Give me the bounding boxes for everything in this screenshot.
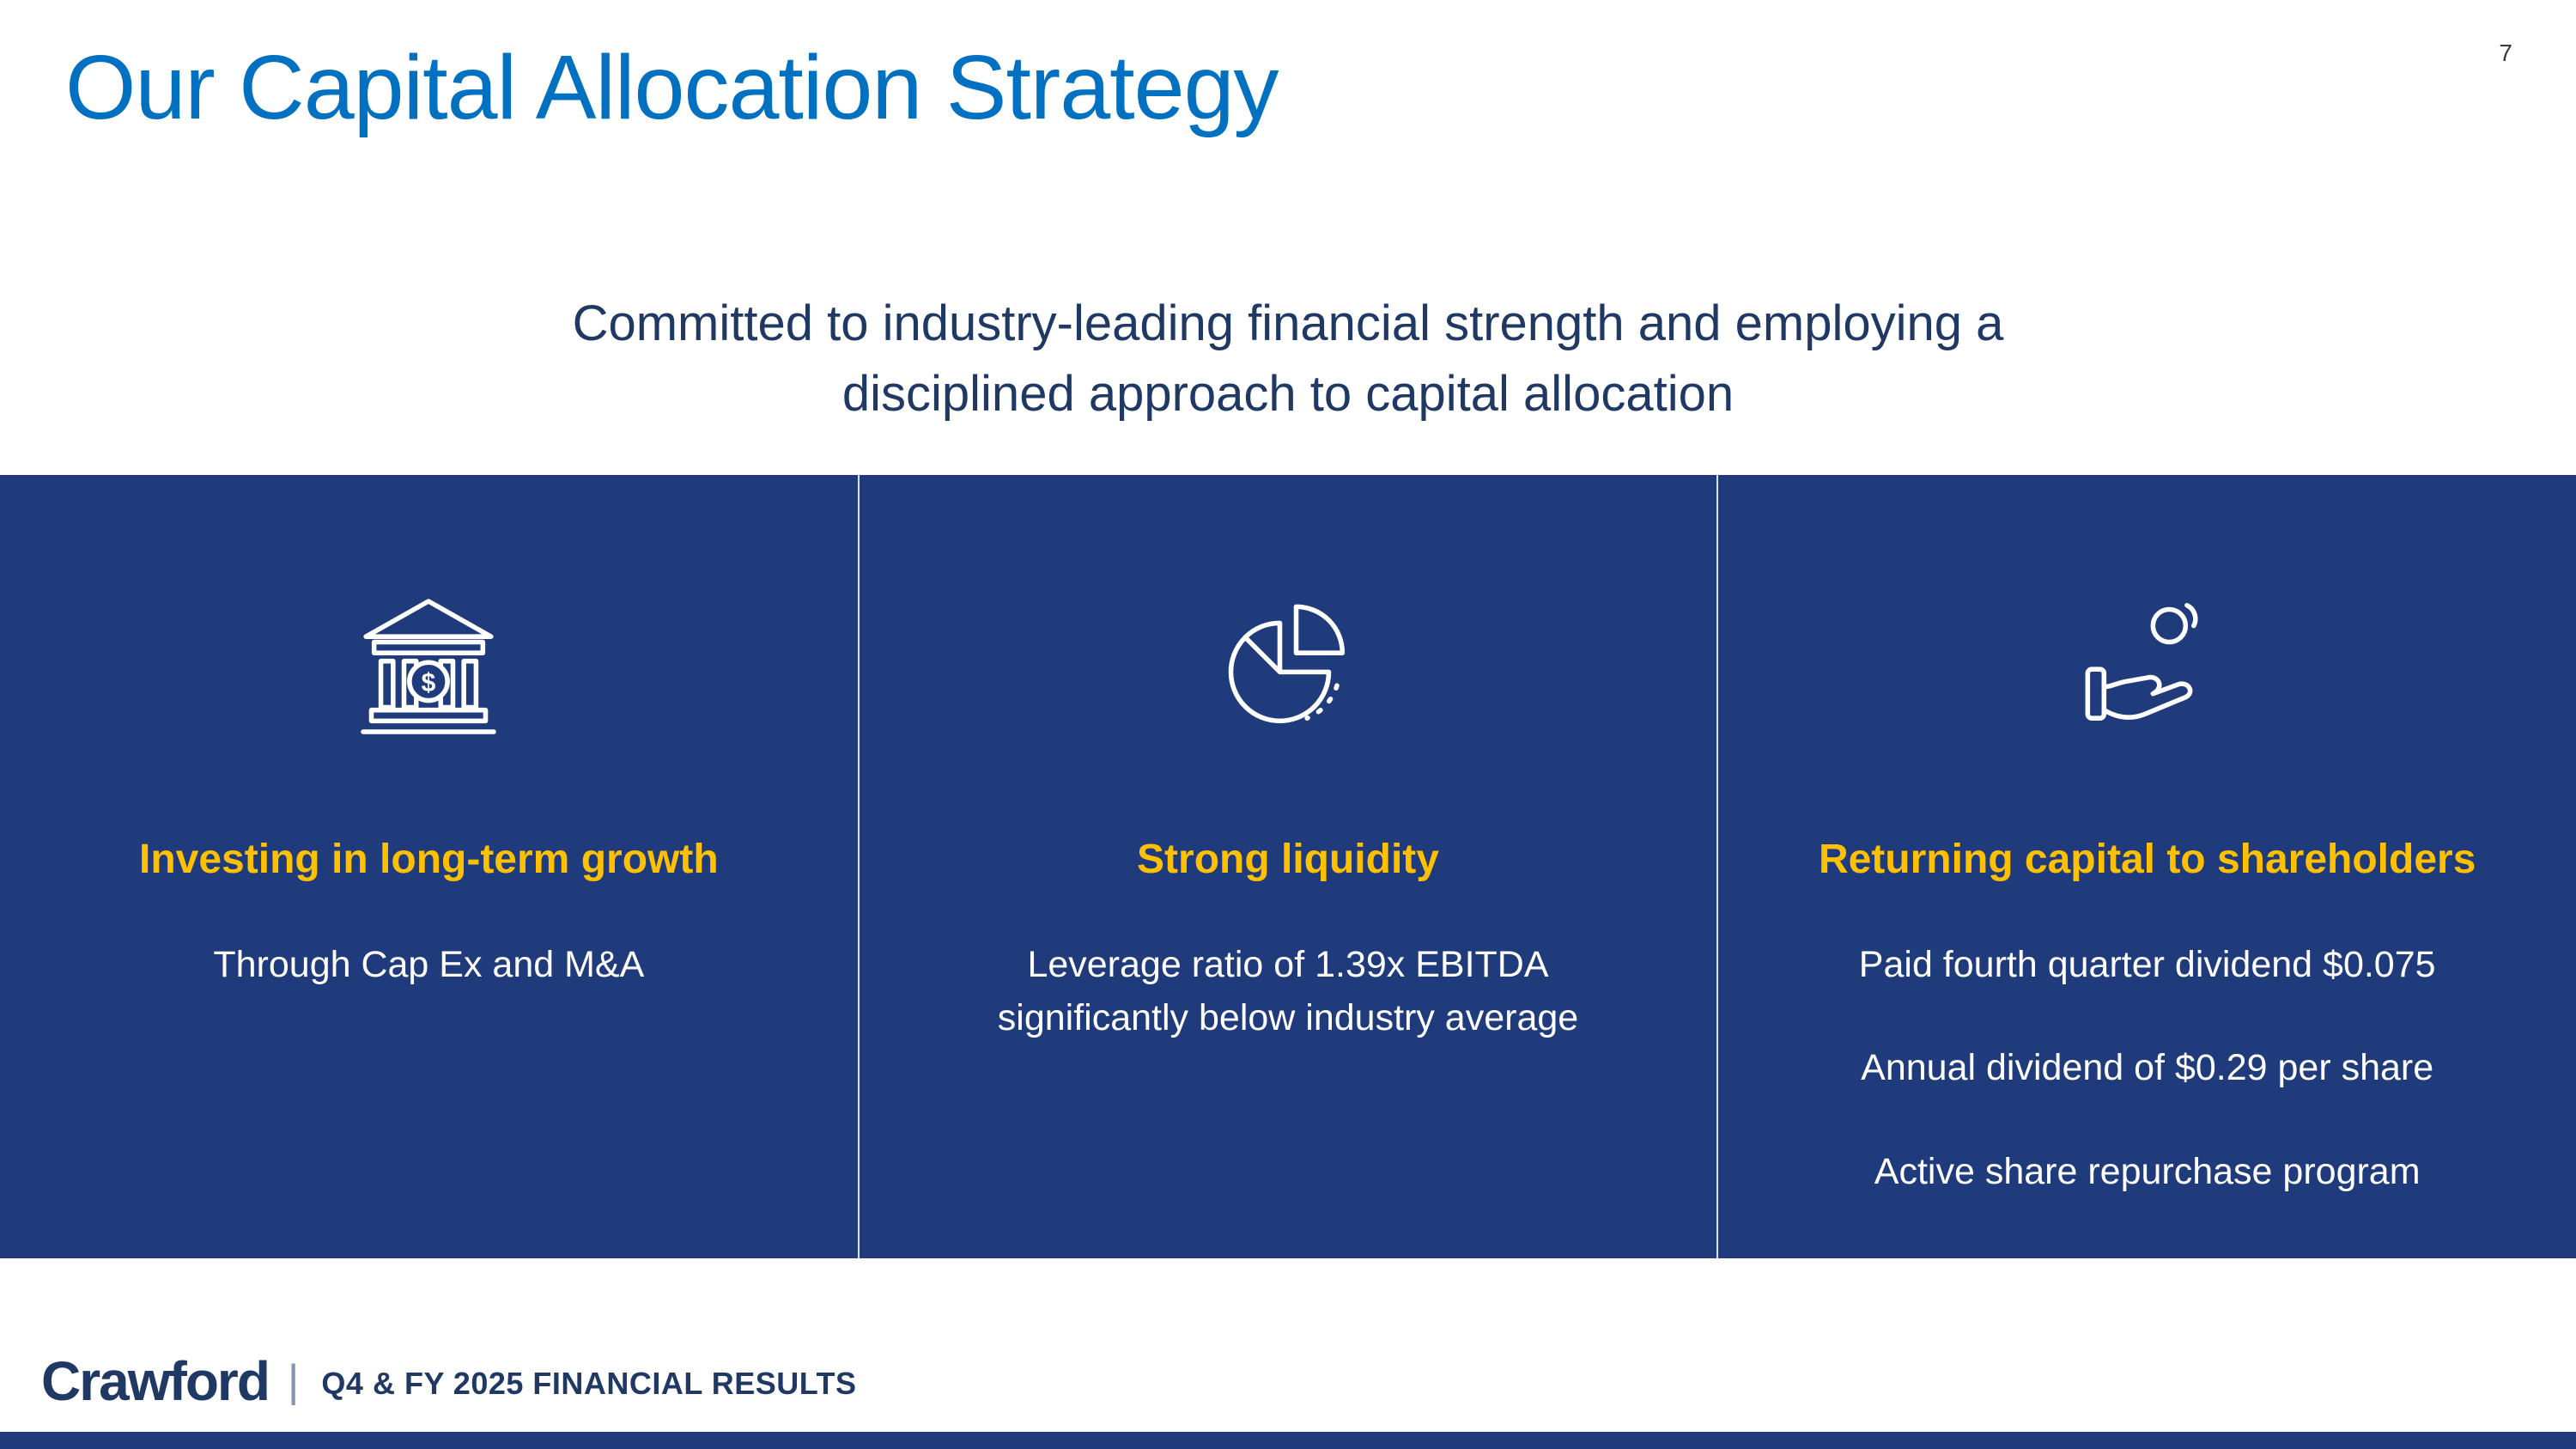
body-line: Active share repurchase program (1874, 1150, 2421, 1192)
content-band: $ Investing in long-term growth Through … (0, 475, 2576, 1258)
page-number: 7 (2499, 40, 2512, 66)
footer-divider: | (287, 1356, 300, 1406)
column-investing: $ Investing in long-term growth Through … (0, 475, 858, 1258)
column-body: Through Cap Ex and M&A (213, 938, 644, 1041)
icon-box (2066, 582, 2229, 750)
subtitle-line-1: Committed to industry-leading financial … (572, 295, 2004, 351)
svg-text:$: $ (422, 668, 436, 697)
pie-chart-icon (1228, 604, 1346, 723)
column-heading: Strong liquidity (1137, 837, 1439, 882)
column-liquidity: Strong liquidity Leverage ratio of 1.39x… (857, 475, 1717, 1258)
bank-icon: $ (361, 598, 497, 734)
column-body: Paid fourth quarter dividend $0.075 Annu… (1859, 938, 2436, 1248)
column-body: Leverage ratio of 1.39x EBITDA significa… (949, 938, 1627, 1095)
crawford-logo: Crawford (41, 1350, 270, 1412)
footer: Crawford | Q4 & FY 2025 FINANCIAL RESULT… (41, 1349, 857, 1413)
body-line: Annual dividend of $0.29 per share (1861, 1047, 2434, 1089)
footer-caption: Q4 & FY 2025 FINANCIAL RESULTS (321, 1366, 857, 1401)
page-title: Our Capital Allocation Strategy (65, 37, 1279, 138)
hand-coin-icon (2085, 602, 2198, 721)
column-returning-capital: Returning capital to shareholders Paid f… (1716, 475, 2576, 1258)
column-heading: Returning capital to shareholders (1818, 837, 2476, 882)
body-line: Through Cap Ex and M&A (213, 944, 645, 985)
bottom-accent-bar (0, 1432, 2576, 1449)
subtitle: Committed to industry-leading financial … (0, 289, 2576, 430)
icon-box: $ (347, 582, 510, 750)
body-line: Leverage ratio of 1.39x EBITDA significa… (997, 944, 1579, 1039)
column-heading: Investing in long-term growth (139, 837, 719, 882)
icon-box (1206, 582, 1370, 750)
body-line: Paid fourth quarter dividend $0.075 (1858, 944, 2436, 985)
subtitle-line-2: disciplined approach to capital allocati… (841, 366, 1735, 423)
